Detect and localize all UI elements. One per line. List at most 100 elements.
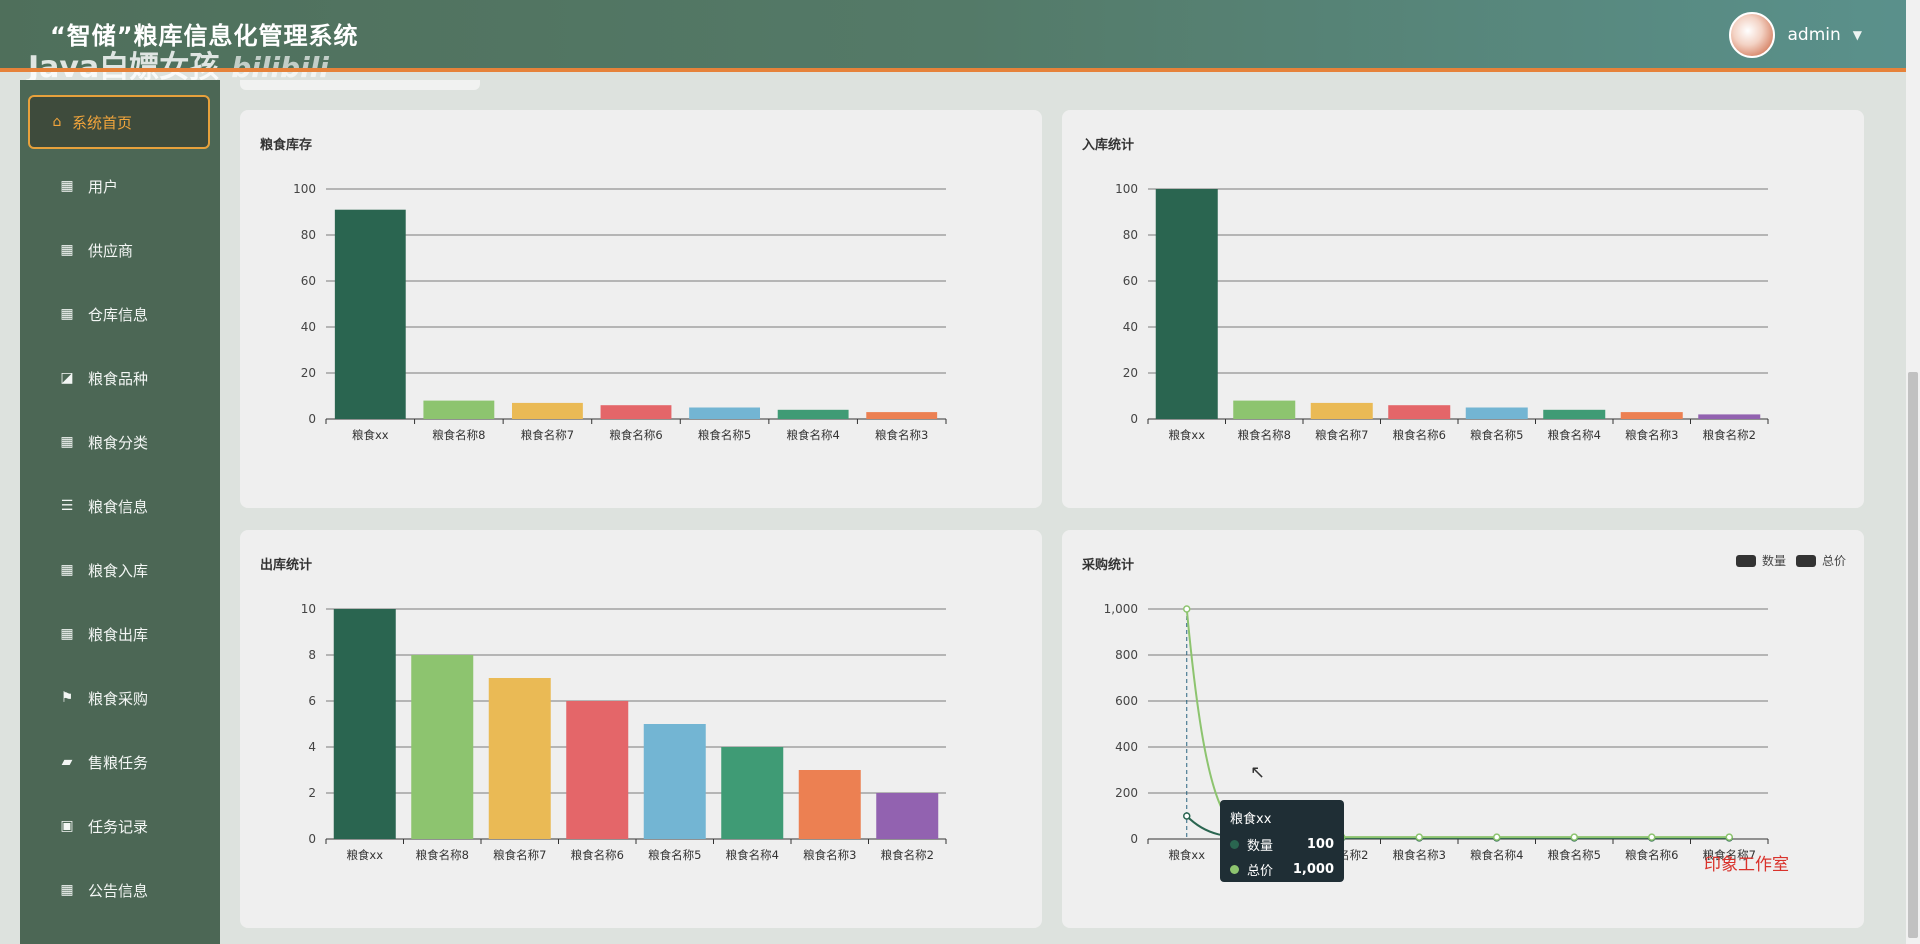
bar-5 xyxy=(721,747,784,839)
tooltip-title: 粮食xx xyxy=(1230,812,1272,827)
sidebar-item-8[interactable]: ▦ 粮食出库 xyxy=(20,606,220,662)
grid-icon: ▦ xyxy=(60,562,74,578)
y-tick-label: 40 xyxy=(301,320,316,334)
sidebar-item-label: 供应商 xyxy=(88,241,134,260)
sidebar-item-label: 粮食入库 xyxy=(88,561,149,580)
x-tick-label: 粮食名称5 xyxy=(698,428,751,442)
x-tick-label: 粮食名称3 xyxy=(1393,848,1446,862)
y-tick-label: 0 xyxy=(1130,412,1138,426)
x-tick-label: 粮食名称5 xyxy=(1548,848,1601,862)
bar-7 xyxy=(876,793,939,839)
tooltip-dot xyxy=(1230,840,1239,849)
page-scrollbar[interactable] xyxy=(1906,0,1920,944)
series-point-1-0 xyxy=(1183,605,1191,613)
y-tick-label: 80 xyxy=(301,228,316,242)
y-tick-label: 800 xyxy=(1115,648,1138,662)
avatar[interactable] xyxy=(1729,12,1776,58)
home-icon: ⌂ xyxy=(52,114,62,130)
bar-7 xyxy=(1698,414,1761,419)
x-tick-label: 粮食名称4 xyxy=(726,848,779,862)
bar-3 xyxy=(566,701,629,839)
briefcase-icon: ▰ xyxy=(61,754,73,770)
series-point-1-4 xyxy=(1493,833,1501,841)
y-tick-label: 600 xyxy=(1115,694,1138,708)
grid-icon: ▦ xyxy=(60,242,74,258)
sidebar-item-5[interactable]: ▦ 粮食分类 xyxy=(20,414,220,470)
chevron-down-icon[interactable]: ▼ xyxy=(1852,28,1862,42)
top-card-stub xyxy=(240,80,480,90)
x-tick-label: 粮食xx xyxy=(346,848,383,862)
grain-stock-chart: 0 20 40 60 80 100 粮食xx 粮食名称8 粮食名称7 粮食名称6 粮食名称5 粮食名称… xyxy=(293,182,947,442)
outbound-stats-chart: 0 2 4 6 8 10 粮食xx 粮食名称8 粮食名称7 粮食名称6 粮食名称5 粮食名称4 粮食名称… xyxy=(301,602,947,862)
sidebar: ⌂ 系统首页 ▦ 用户 ▦ 供应商 ▦ 仓库信息 ◪ 粮食品种 ▦ 粮食分类 ☰ 粮食信息 ▦ 粮食入库 ▦ 粮食… xyxy=(20,80,220,944)
grid-icon: ▦ xyxy=(60,434,74,450)
studio-watermark: 印象工作室 xyxy=(1704,855,1789,875)
x-tick-label: 粮食名称6 xyxy=(1393,428,1446,442)
legend-swatch xyxy=(1795,554,1816,567)
bar-5 xyxy=(1543,409,1606,419)
card-grain-stock: 粮食库存 0 20 40 60 80 100 粮食xx 粮食名称8 粮食名称7 粮食名称6 粮食名称… xyxy=(240,110,1042,508)
grid-icon: ▦ xyxy=(60,306,74,322)
legend-entry-quantity[interactable]: 数量 xyxy=(1735,552,1786,569)
sidebar-item-6[interactable]: ☰ 粮食信息 xyxy=(20,478,220,534)
bar-3 xyxy=(600,405,672,419)
bar-2 xyxy=(1310,402,1373,419)
sidebar-item-9[interactable]: ⚑ 粮食采购 xyxy=(20,670,220,726)
sidebar-item-0[interactable]: ⌂ 系统首页 xyxy=(28,95,210,149)
username[interactable]: admin xyxy=(1787,25,1841,45)
sidebar-item-label: 用户 xyxy=(88,177,119,196)
bar-6 xyxy=(1620,412,1683,419)
y-tick-label: 0 xyxy=(308,412,316,426)
sidebar-item-1[interactable]: ▦ 用户 xyxy=(20,158,220,214)
bar-6 xyxy=(866,412,938,419)
chart-icon: ◪ xyxy=(60,370,74,386)
x-tick-label: 粮食名称8 xyxy=(1238,428,1291,442)
x-tick-label: 粮食名称6 xyxy=(571,848,624,862)
series-point-1-6 xyxy=(1648,833,1656,841)
x-tick-label: 粮食名称5 xyxy=(1470,428,1523,442)
y-tick-label: 20 xyxy=(1123,366,1138,380)
sidebar-item-2[interactable]: ▦ 供应商 xyxy=(20,222,220,278)
card-title: 出库统计 xyxy=(260,558,313,573)
card-outbound-stats: 出库统计 0 2 4 6 8 10 粮食xx 粮食名称8 粮食名称7 粮食名称6 粮食名称5 粮食名称… xyxy=(240,530,1042,928)
bar-3 xyxy=(1388,405,1451,419)
x-tick-label: 粮食名称2 xyxy=(881,848,934,862)
card-purchase-stats: 采购统计 数量 总价 02004006008001,000粮食xx粮食名称1粮食… xyxy=(1062,530,1864,928)
tooltip-row: 数量 100 xyxy=(1230,835,1334,854)
sidebar-item-label: 仓库信息 xyxy=(88,305,149,324)
x-tick-label: 粮食xx xyxy=(1168,428,1205,442)
x-tick-label: 粮食名称6 xyxy=(609,428,662,442)
bar-1 xyxy=(423,400,495,419)
chart-tooltip: 粮食xx 数量 100 总价 1,000 xyxy=(1220,800,1344,882)
sidebar-item-11[interactable]: ▣ 任务记录 xyxy=(20,798,220,854)
card-title: 采购统计 xyxy=(1082,558,1135,573)
y-tick-label: 4 xyxy=(308,740,316,754)
bar-1 xyxy=(1233,400,1296,419)
x-tick-label: 粮食名称7 xyxy=(493,848,546,862)
sidebar-item-12[interactable]: ▦ 公告信息 xyxy=(20,862,220,918)
tooltip-row: 总价 1,000 xyxy=(1230,860,1334,879)
y-tick-label: 40 xyxy=(1123,320,1138,334)
user-menu[interactable]: admin ▼ xyxy=(1729,12,1862,58)
y-tick-label: 60 xyxy=(301,274,316,288)
scrollbar-thumb[interactable] xyxy=(1908,372,1918,938)
x-tick-label: 粮食xx xyxy=(1168,848,1205,862)
sidebar-item-7[interactable]: ▦ 粮食入库 xyxy=(20,542,220,598)
grid-icon: ▦ xyxy=(60,626,74,642)
x-tick-label: 粮食名称3 xyxy=(875,428,928,442)
series-point-1-3 xyxy=(1415,833,1423,841)
sidebar-item-label: 粮食品种 xyxy=(88,369,149,388)
app-header: “智储”粮库信息化管理系统 Java白嫖女孩 bilibili admin ▼ xyxy=(0,0,1920,85)
list-icon: ☰ xyxy=(60,498,74,514)
y-tick-label: 1,000 xyxy=(1104,602,1138,616)
sidebar-item-label: 粮食分类 xyxy=(88,433,149,452)
sidebar-item-10[interactable]: ▰ 售粮任务 xyxy=(20,734,220,790)
legend-entry-total-price[interactable]: 总价 xyxy=(1795,552,1846,569)
sidebar-item-label: 售粮任务 xyxy=(88,753,149,772)
sidebar-item-3[interactable]: ▦ 仓库信息 xyxy=(20,286,220,342)
tooltip-label: 数量 xyxy=(1247,839,1274,854)
sidebar-item-label: 系统首页 xyxy=(72,113,133,132)
y-tick-label: 8 xyxy=(308,648,316,662)
legend-label: 数量 xyxy=(1761,554,1786,568)
sidebar-item-4[interactable]: ◪ 粮食品种 xyxy=(20,350,220,406)
